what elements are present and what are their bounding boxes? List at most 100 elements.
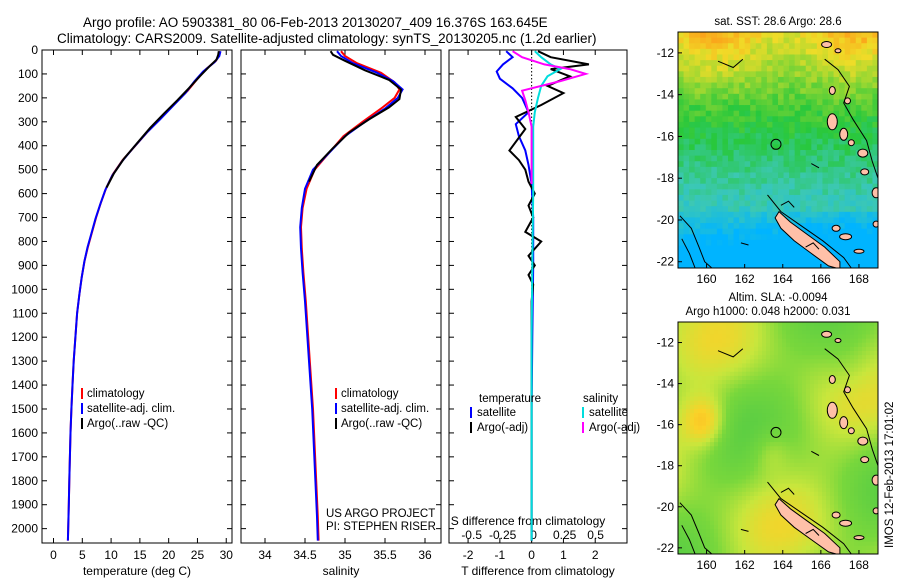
- map-cell: [816, 189, 824, 196]
- map-cell: [818, 346, 823, 352]
- map-cell: [683, 121, 690, 129]
- map-cell: [826, 326, 831, 331]
- map-cell: [678, 178, 685, 185]
- map-cell: [786, 351, 791, 356]
- map-cell: [866, 549, 871, 554]
- map-cell: [755, 144, 762, 151]
- map-cell: [842, 496, 847, 501]
- map-cell: [862, 392, 867, 398]
- map-cell: [772, 166, 779, 174]
- map-cell: [861, 155, 868, 162]
- map-cell: [822, 322, 827, 327]
- map-cell: [734, 529, 739, 534]
- map-cell: [714, 487, 719, 493]
- map-cell: [858, 330, 863, 336]
- map-cell: [682, 549, 687, 554]
- map-cell: [728, 228, 735, 235]
- map-cell: [742, 396, 747, 402]
- map-cell: [744, 133, 751, 140]
- map-cell: [706, 409, 711, 414]
- map-cell: [806, 334, 811, 340]
- map-cell: [762, 409, 767, 414]
- map-cell: [850, 363, 855, 369]
- map-cell: [678, 384, 683, 389]
- map-cell: [683, 82, 690, 89]
- map-cell: [833, 110, 840, 117]
- x-tick-label: 20: [162, 548, 176, 562]
- map-cell: [766, 65, 774, 72]
- map-cell: [738, 549, 743, 554]
- map-cell: [802, 545, 807, 551]
- map-cell: [874, 346, 878, 352]
- map-cell: [786, 413, 791, 418]
- map-cell: [858, 363, 863, 369]
- map-cell: [861, 32, 868, 39]
- map-cell: [705, 65, 712, 72]
- map-cell: [734, 545, 739, 551]
- map-cell: [794, 150, 801, 157]
- map-cell: [705, 172, 712, 179]
- map-cell: [728, 217, 735, 224]
- map-cell: [686, 446, 691, 452]
- map-cell: [811, 206, 818, 213]
- map-cell: [818, 475, 823, 481]
- map-cell: [866, 48, 874, 56]
- map-cell: [855, 99, 862, 106]
- map-cell: [738, 512, 743, 518]
- map-cell: [814, 458, 819, 464]
- map-cell: [858, 346, 863, 352]
- map-cell: [706, 500, 711, 505]
- map-cell: [834, 417, 839, 423]
- map-cell: [706, 458, 711, 464]
- map-cell: [726, 413, 731, 418]
- map-cell: [806, 380, 811, 385]
- map-cell: [734, 384, 739, 389]
- map-cell: [798, 508, 803, 514]
- map-cell: [698, 500, 703, 505]
- map-title: Altim. SLA: -0.0094: [728, 292, 828, 304]
- map-cell: [794, 396, 799, 402]
- map-cell: [722, 520, 727, 526]
- map-cell: [722, 421, 727, 427]
- map-cell: [678, 223, 685, 230]
- map-cell: [778, 400, 783, 406]
- map-cell: [782, 545, 787, 551]
- map-cell: [706, 388, 711, 394]
- map-cell: [761, 127, 768, 134]
- map-cell: [855, 110, 862, 117]
- map-cell: [833, 251, 840, 258]
- map-cell: [822, 355, 827, 360]
- map-cell: [726, 529, 731, 534]
- map-cell: [678, 262, 685, 268]
- map-cell: [839, 166, 846, 174]
- map-cell: [794, 537, 799, 543]
- map-cell: [846, 512, 851, 518]
- map-cell: [698, 388, 703, 394]
- map-cell: [722, 144, 729, 151]
- map-cell: [722, 32, 729, 39]
- map-cell: [755, 150, 762, 157]
- map-cell: [874, 425, 878, 431]
- map-cell: [783, 133, 790, 140]
- map-cell: [826, 421, 831, 427]
- map-cell: [839, 150, 846, 157]
- map-cell: [678, 541, 683, 547]
- map-cell: [766, 116, 774, 123]
- map-cell: [806, 330, 811, 336]
- map-cell: [726, 425, 731, 431]
- map-cell: [730, 541, 735, 547]
- map-cell: [750, 537, 755, 543]
- map-cell: [778, 525, 783, 530]
- map-cell: [726, 496, 731, 501]
- map-cell: [770, 384, 775, 389]
- map-cell: [866, 166, 874, 174]
- map-cell: [705, 217, 712, 224]
- map-cell: [683, 76, 690, 84]
- map-cell: [838, 375, 843, 381]
- map-cell: [783, 239, 790, 247]
- map-cell: [778, 116, 785, 123]
- map-cell: [844, 245, 851, 252]
- map-cell: [858, 520, 863, 526]
- map-cell: [761, 256, 768, 263]
- map-cell: [861, 256, 868, 263]
